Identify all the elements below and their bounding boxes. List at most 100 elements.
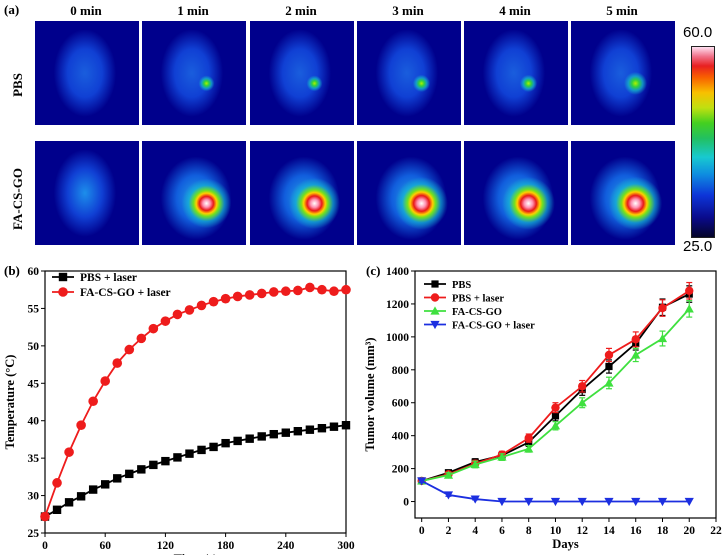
x-tick-label: 4: [472, 525, 478, 537]
x-tick-label: 2: [446, 525, 452, 537]
data-point: [40, 511, 50, 522]
y-tick-label: 35: [28, 453, 40, 465]
data-point: [208, 296, 219, 307]
y-tick-label: 600: [392, 398, 410, 410]
thermal-image: [357, 141, 461, 245]
x-tick-label: 180: [217, 540, 235, 552]
data-point: [184, 305, 195, 315]
data-point: [430, 293, 440, 302]
x-tick-label: 12: [576, 525, 588, 537]
y-tick-label: 400: [392, 431, 410, 443]
data-point: [631, 335, 640, 344]
y-tick-label: 800: [392, 365, 410, 377]
x-tick-label: 10: [550, 525, 562, 537]
data-point: [244, 290, 255, 300]
x-tick-label: 20: [683, 525, 695, 537]
legend-label: FA-CS-GO + laser: [80, 287, 171, 299]
y-tick-label: 200: [392, 464, 410, 476]
data-point: [551, 403, 560, 412]
colorbar-max-label: 60.0: [683, 24, 713, 41]
y-tick-label: 40: [28, 416, 40, 428]
y-tick-label: 55: [28, 303, 40, 315]
data-point: [185, 449, 194, 458]
x-tick-label: 120: [157, 540, 175, 552]
data-point: [58, 272, 68, 282]
y-tick-label: 1400: [386, 266, 409, 278]
x-axis-label: Days: [552, 537, 579, 551]
data-point: [209, 442, 218, 452]
data-point: [470, 459, 480, 469]
data-point: [524, 433, 533, 443]
y-tick-label: 45: [28, 378, 40, 390]
data-point: [631, 350, 641, 359]
thermal-image: [142, 141, 246, 245]
x-tick-label: 300: [337, 540, 355, 552]
data-point: [497, 497, 507, 507]
x-axis-label: Time (s): [174, 552, 218, 555]
column-label-2min: 2 min: [285, 3, 317, 18]
data-point: [293, 426, 303, 436]
thermal-image: [250, 21, 354, 125]
data-point: [220, 293, 231, 304]
x-tick-label: 16: [630, 525, 642, 537]
data-point: [631, 497, 641, 507]
data-point: [148, 323, 159, 334]
data-point: [604, 497, 614, 507]
data-point: [269, 429, 278, 439]
data-point: [76, 420, 86, 431]
panel-a-label: (a): [4, 2, 20, 17]
data-point: [605, 362, 613, 371]
data-point: [149, 460, 158, 470]
data-point: [64, 498, 74, 507]
data-point: [305, 425, 315, 434]
data-point: [196, 300, 207, 311]
data-point: [430, 320, 440, 330]
colorbar-gradient: [691, 46, 715, 238]
data-point: [317, 284, 327, 295]
plot-frame: [414, 270, 717, 519]
column-label-4min: 4 min: [499, 3, 531, 18]
data-point: [524, 497, 534, 507]
tumor-volume-chart: 0 2 4 6 8 10 12 14 16 18 20 22 0 200 400 600 800 1000 1200…: [363, 266, 722, 551]
column-label-1min: 1 min: [177, 3, 209, 18]
thermal-image: [464, 141, 568, 245]
data-point: [417, 477, 427, 486]
data-point: [305, 282, 315, 293]
legend-label: PBS + laser: [452, 294, 504, 305]
data-point: [329, 422, 339, 431]
data-point: [685, 286, 694, 295]
y-tick-label: 60: [28, 266, 40, 278]
data-point: [257, 432, 266, 441]
data-point: [317, 424, 327, 433]
column-label-0min: 0 min: [70, 3, 102, 18]
data-point: [173, 453, 182, 462]
legend-label: PBS + laser: [80, 272, 137, 284]
colorbar-min-label: 25.0: [683, 238, 713, 255]
data-point: [341, 284, 351, 295]
thermal-image: [571, 141, 675, 245]
y-tick-label: 30: [28, 491, 40, 503]
data-point: [551, 412, 560, 420]
data-point: [101, 480, 110, 489]
data-point: [88, 485, 98, 494]
thermal-image: [35, 141, 139, 245]
data-point: [577, 497, 587, 507]
data-point: [197, 445, 206, 455]
data-point: [76, 492, 86, 501]
legend-label: PBS: [452, 280, 471, 291]
legend-label: FA-CS-GO + laser: [452, 321, 535, 332]
data-point: [233, 436, 242, 446]
x-tick-label: 0: [419, 525, 425, 537]
data-point: [431, 280, 439, 288]
thermal-image: [35, 21, 139, 125]
data-point: [245, 434, 254, 443]
data-point: [125, 469, 134, 479]
data-point: [578, 382, 587, 391]
data-point: [604, 350, 614, 360]
x-tick-label: 6: [499, 525, 505, 537]
row-label-pbs: PBS: [10, 73, 25, 97]
row-label-fa-cs-go: FA-CS-GO: [10, 168, 25, 230]
data-point: [52, 478, 62, 488]
plot-frame: [44, 270, 347, 534]
thermal-image: [357, 21, 461, 125]
